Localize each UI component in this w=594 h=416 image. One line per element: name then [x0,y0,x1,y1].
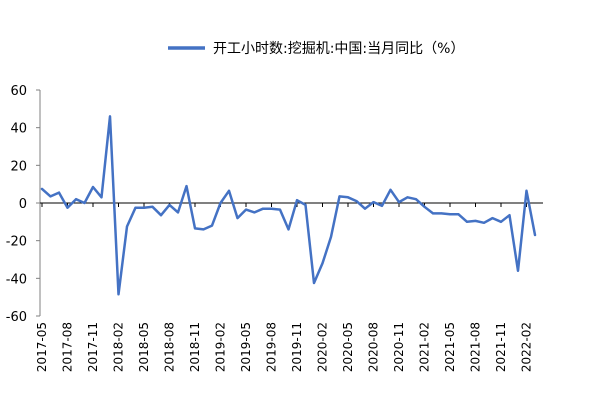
data-point [262,207,264,210]
x-tick-label: 2018-11 [188,322,202,372]
y-tick-label: 60 [10,84,27,99]
x-tick-label: 2020-05 [341,322,355,372]
data-point [279,208,281,211]
data-point [457,213,460,216]
y-tick-label: 20 [10,159,27,174]
data-point [406,196,409,199]
data-point [296,199,298,202]
legend-label: 开工小时数:挖掘机:中国:当月同比（%） [213,41,464,57]
data-point [126,225,128,228]
y-tick-label: -60 [6,310,27,325]
data-point [483,221,485,224]
data-point [134,206,137,209]
x-tick-label: 2019-02 [214,322,228,372]
data-point [389,188,392,191]
x-tick-label: 2021-11 [494,322,508,372]
data-point [321,262,324,265]
data-point [347,196,349,199]
data-point [211,224,213,227]
data-point [355,200,358,203]
data-point [185,185,188,188]
data-point [151,205,154,208]
data-point [194,227,196,230]
x-tick-label: 2017-05 [35,322,49,372]
data-point [219,202,222,204]
data-point [525,189,528,192]
x-tick-label: 2017-08 [61,322,75,372]
x-tick-label: 2021-08 [469,322,483,372]
data-point [117,293,120,296]
data-point [304,203,307,206]
data-point [75,198,77,201]
data-point [534,234,536,237]
x-tick-label: 2021-02 [418,322,432,372]
data-point [177,211,179,214]
x-tick-label: 2021-05 [443,322,457,372]
data-point [508,214,511,217]
legend: 开工小时数:挖掘机:中国:当月同比（%） [168,41,464,57]
data-point [415,198,417,201]
data-point [143,206,145,209]
data-point [100,196,103,199]
data-point [449,213,451,216]
data-point [517,269,519,272]
data-points [41,115,536,296]
y-tick-label: -20 [6,235,27,250]
data-point [381,204,383,207]
data-point [49,195,52,198]
x-tick-label: 2020-02 [316,322,330,372]
x-tick-label: 2017-11 [86,322,100,372]
data-point [83,202,86,204]
x-tick-label: 2018-02 [112,322,126,372]
series-line [40,115,537,296]
y-tick-label: -40 [6,272,27,287]
data-point [41,187,43,190]
data-point [160,214,162,217]
x-tick-label: 2022-02 [520,322,534,372]
x-tick-label: 2019-08 [265,322,279,372]
data-point [330,235,332,238]
data-point [58,191,60,194]
data-point [491,217,494,220]
data-point [466,220,468,223]
data-point [364,207,366,210]
x-tick-label: 2019-05 [239,322,253,372]
data-point [432,212,434,215]
y-tick-label: 40 [10,122,27,137]
data-point [313,282,315,285]
data-point [92,185,94,188]
x-tick-label: 2018-08 [163,322,177,372]
data-point [474,219,477,222]
data-point [245,208,247,211]
data-point [202,228,205,231]
x-ticks: 2017-05 2017-08 2017-11 2018-02 2018-05 2018-… [35,203,534,372]
y-ticks: 60 40 20 0 -20 -40 -60 [6,84,40,325]
data-point [338,195,341,198]
x-tick-label: 2019-11 [290,322,304,372]
data-point [372,201,375,204]
y-tick-label: 0 [19,197,27,212]
x-tick-label: 2018-05 [137,322,151,372]
data-point [236,217,239,220]
data-point [253,211,256,214]
data-point [109,115,111,118]
data-point [500,220,502,223]
data-point [66,206,69,209]
data-point [168,203,171,206]
data-point [398,201,400,204]
data-point [287,228,290,231]
x-tick-label: 2020-08 [367,322,381,372]
data-point [423,205,426,208]
data-point [440,212,443,215]
x-tick-label: 2020-11 [392,322,406,372]
data-point [228,189,230,192]
data-point [270,207,273,210]
